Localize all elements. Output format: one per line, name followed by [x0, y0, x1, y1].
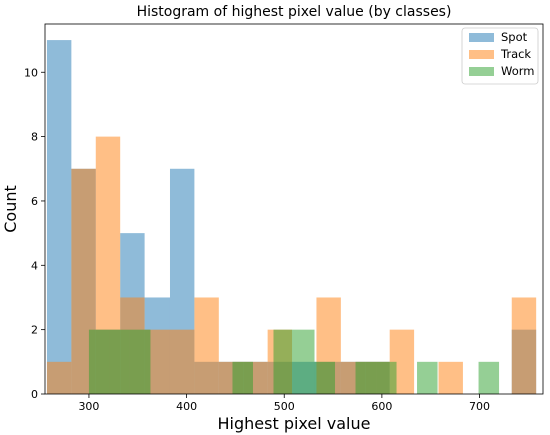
bar-worm-6 — [314, 361, 336, 394]
bar-worm-4 — [273, 329, 294, 394]
x-tick-label: 700 — [469, 400, 490, 413]
y-axis-ticks: 0 2 4 6 8 10 — [24, 66, 45, 401]
y-axis-label: Count — [1, 185, 20, 233]
bar-worm-3 — [232, 361, 253, 394]
y-tick-label: 6 — [31, 195, 38, 208]
bar-track-0 — [46, 361, 72, 394]
x-axis-label: Highest pixel value — [218, 414, 371, 433]
legend-swatch-spot — [469, 33, 494, 42]
bar-track-14 — [438, 361, 463, 394]
bar-worm-10 — [478, 361, 500, 394]
bar-track-15 — [511, 297, 537, 394]
y-tick-label: 0 — [31, 388, 38, 401]
bar-worm-8 — [376, 361, 397, 394]
y-tick-label: 10 — [24, 66, 38, 79]
bar-track-6 — [194, 297, 219, 394]
legend-label-spot: Spot — [501, 30, 528, 44]
y-tick-label: 2 — [31, 324, 38, 337]
legend-label-worm: Worm — [501, 64, 534, 78]
bar-worm-5 — [294, 329, 315, 394]
bar-spot-0 — [46, 40, 72, 395]
legend: Spot Track Worm — [461, 27, 539, 85]
x-tick-label: 500 — [274, 400, 295, 413]
x-axis-ticks: 300 400 500 600 700 — [78, 394, 490, 413]
x-tick-label: 600 — [371, 400, 392, 413]
bar-worm-1 — [109, 329, 130, 394]
plot-frame — [44, 23, 544, 395]
x-tick-label: 300 — [78, 400, 99, 413]
bar-worm-0 — [88, 329, 110, 394]
bar-track-5 — [169, 329, 195, 394]
legend-swatch-worm — [469, 67, 494, 76]
x-tick-label: 400 — [176, 400, 197, 413]
bar-worm-9 — [417, 361, 438, 394]
legend-label-track: Track — [500, 47, 531, 61]
chart-title: Histogram of highest pixel value (by cla… — [137, 4, 452, 20]
bar-worm-7 — [355, 361, 377, 394]
y-tick-label: 4 — [31, 259, 38, 272]
bars-layer — [46, 40, 537, 395]
y-tick-label: 8 — [31, 131, 38, 144]
legend-swatch-track — [469, 50, 494, 59]
bar-worm-2 — [129, 329, 151, 394]
